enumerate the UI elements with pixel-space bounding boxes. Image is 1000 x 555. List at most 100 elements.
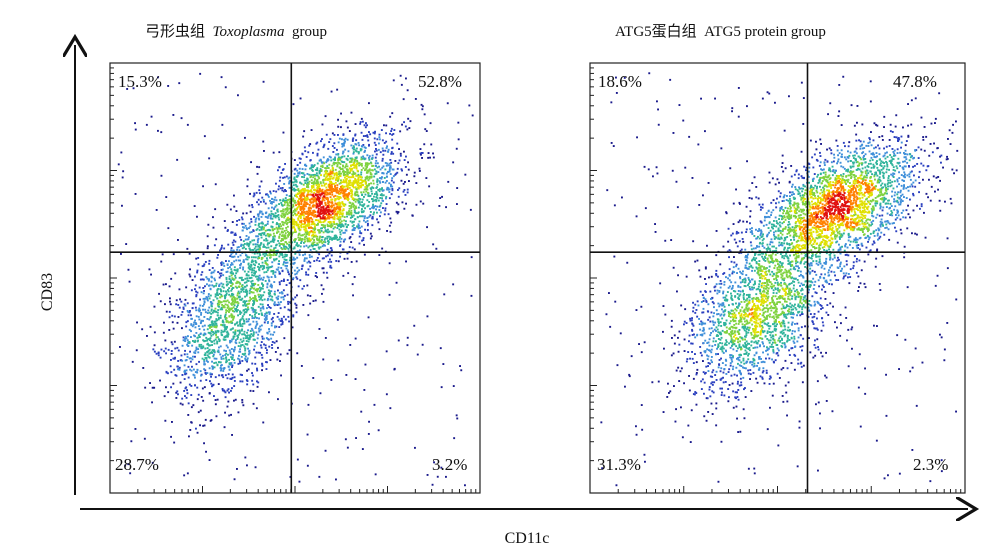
event-point — [319, 235, 322, 238]
event-point — [452, 161, 455, 164]
event-point — [847, 365, 850, 368]
event-point — [346, 215, 348, 218]
event-point — [317, 205, 320, 208]
event-point — [308, 198, 311, 201]
event-point — [338, 188, 341, 190]
event-point — [273, 341, 276, 344]
event-point — [132, 87, 135, 90]
event-point — [332, 217, 335, 220]
event-point — [319, 392, 322, 395]
event-point — [216, 314, 219, 317]
event-point — [390, 152, 393, 155]
event-point — [209, 325, 212, 327]
event-point — [282, 235, 285, 238]
event-point — [168, 316, 171, 319]
event-point — [246, 243, 249, 246]
event-point — [190, 289, 193, 292]
event-point — [247, 280, 250, 282]
event-point — [341, 201, 344, 203]
event-point — [303, 130, 306, 133]
event-point — [390, 179, 393, 182]
event-point — [195, 427, 197, 430]
event-point — [240, 311, 243, 314]
event-point — [276, 358, 279, 361]
event-point — [307, 220, 309, 223]
event-point — [367, 184, 370, 187]
event-point — [344, 148, 347, 151]
event-point — [262, 246, 265, 248]
event-point — [230, 389, 232, 392]
event-point — [283, 315, 285, 318]
event-point — [280, 238, 283, 240]
event-point — [348, 213, 351, 215]
event-point — [286, 225, 289, 228]
event-point — [280, 225, 282, 228]
event-point — [222, 330, 225, 333]
event-point — [183, 390, 186, 392]
event-point — [187, 365, 190, 368]
event-point — [313, 260, 316, 262]
event-point — [191, 279, 194, 281]
event-point — [188, 252, 191, 255]
event-point — [343, 257, 346, 260]
event-point — [215, 415, 218, 418]
event-point — [288, 195, 291, 197]
event-point — [212, 299, 215, 302]
event-point — [169, 300, 171, 303]
event-point — [306, 216, 309, 218]
event-point — [170, 359, 172, 361]
event-point — [342, 187, 345, 189]
event-point — [253, 301, 256, 304]
event-point — [195, 315, 198, 318]
event-point — [203, 442, 205, 445]
event-point — [330, 379, 333, 381]
event-point — [252, 333, 255, 336]
event-point — [306, 433, 309, 436]
event-point — [278, 227, 281, 230]
event-point — [303, 200, 306, 203]
event-point — [269, 192, 272, 195]
event-point — [252, 284, 255, 287]
event-point — [232, 256, 234, 258]
event-point — [707, 411, 710, 413]
event-point — [237, 345, 240, 347]
event-point — [362, 155, 365, 158]
event-point — [247, 306, 249, 309]
event-point — [921, 361, 924, 364]
event-point — [341, 170, 344, 173]
event-point — [196, 398, 199, 401]
event-point — [214, 310, 217, 313]
event-point — [336, 239, 339, 241]
event-point — [903, 245, 906, 248]
event-point — [210, 321, 213, 323]
event-point — [782, 170, 785, 173]
event-point — [313, 239, 315, 241]
event-point — [323, 199, 326, 202]
event-point — [219, 274, 222, 277]
event-point — [198, 310, 201, 313]
event-point — [338, 172, 341, 175]
event-point — [299, 215, 302, 218]
event-point — [277, 216, 280, 219]
event-point — [337, 218, 340, 220]
event-point — [761, 97, 764, 100]
event-point — [388, 168, 391, 171]
event-point — [335, 162, 338, 165]
event-point — [626, 261, 629, 264]
event-point — [680, 304, 683, 307]
event-point — [247, 368, 250, 371]
event-point — [231, 356, 234, 359]
event-point — [278, 242, 281, 245]
event-point — [277, 398, 279, 401]
event-point — [323, 162, 326, 165]
event-point — [301, 264, 304, 267]
event-point — [382, 181, 384, 183]
event-point — [213, 395, 215, 397]
event-point — [176, 158, 179, 161]
event-point — [247, 347, 249, 350]
event-point — [302, 214, 305, 217]
event-point — [220, 293, 223, 296]
event-point — [914, 232, 917, 235]
event-point — [375, 153, 378, 156]
event-point — [331, 202, 334, 205]
